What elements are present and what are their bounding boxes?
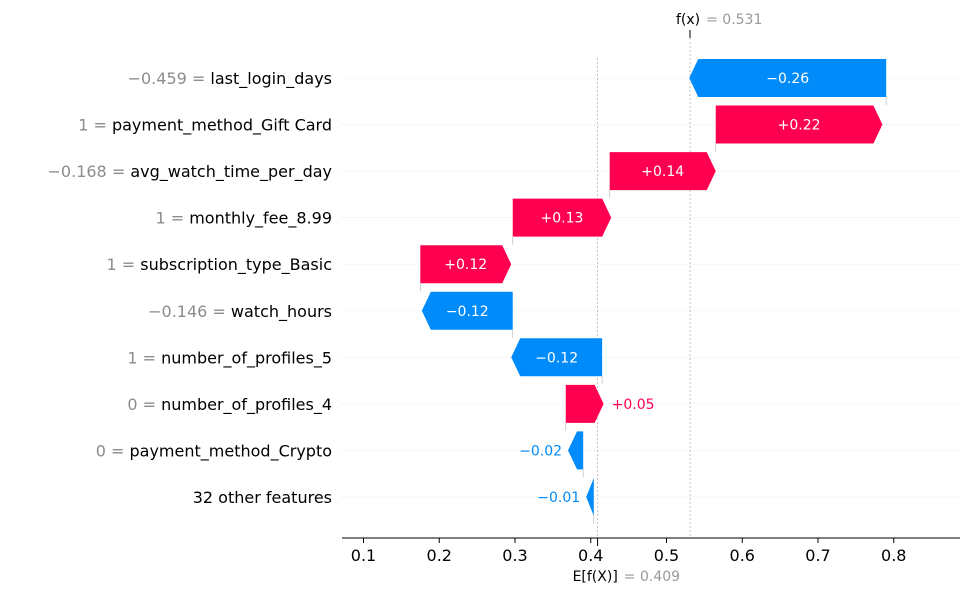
- final-value-name: f(x): [676, 12, 700, 28]
- x-tick-label: 0.4: [578, 546, 603, 565]
- feature-label: −0.459 = last_login_days: [128, 69, 332, 89]
- final-value-label: f(x) = 0.531: [676, 12, 762, 28]
- feature-name: monthly_fee_8.99: [189, 209, 332, 229]
- bar-value-label: +0.05: [612, 397, 655, 413]
- x-axis: 0.1 0.2 0.3 0.4 0.5 0.6 0.7 0.8: [342, 537, 960, 565]
- feature-name: 32 other features: [193, 488, 332, 507]
- bar-value-label: −0.02: [519, 443, 562, 459]
- feature-value: −0.459 =: [128, 69, 211, 88]
- bar-monthly_fee_8.99: [512, 198, 612, 237]
- feature-label: −0.146 = watch_hours: [148, 302, 332, 322]
- bar-number_of_profiles_5: [511, 338, 603, 377]
- feature-value: −0.146 =: [148, 302, 231, 321]
- x-tick-label: 0.5: [654, 546, 679, 565]
- feature-labels: −0.459 = last_login_days 1 = payment_meth…: [48, 69, 332, 507]
- feature-name: number_of_profiles_4: [161, 395, 332, 415]
- feature-label: 1 = subscription_type_Basic: [107, 255, 332, 275]
- bar-value-label: −0.12: [535, 350, 578, 366]
- x-tick-label: 0.1: [351, 546, 376, 565]
- feature-value: 0 =: [127, 395, 161, 414]
- contribution-bars: −0.26 +0.22 +0.14 +0.13 +0.12 −0.12 −0.12 +0.05…: [419, 59, 887, 524]
- feature-name: avg_watch_time_per_day: [130, 162, 332, 182]
- final-value-number: = 0.531: [706, 12, 762, 28]
- x-tick-label: 0.7: [805, 546, 830, 565]
- bar-value-label: −0.01: [537, 490, 580, 506]
- x-tick-label: 0.8: [881, 546, 906, 565]
- bar-value-label: −0.26: [766, 71, 809, 87]
- base-value-name: E[f(X)]: [573, 569, 618, 585]
- feature-label: 0 = number_of_profiles_4: [127, 395, 332, 415]
- bar-value-label: +0.12: [444, 257, 487, 273]
- feature-name: number_of_profiles_5: [161, 348, 332, 368]
- bar-avg_watch_time_per_day: [609, 152, 716, 191]
- feature-name: payment_method_Gift Card: [112, 116, 332, 136]
- bar-value-label: +0.13: [541, 211, 584, 227]
- feature-name: subscription_type_Basic: [140, 255, 332, 275]
- base-value-label: E[f(X)] = 0.409: [573, 569, 680, 585]
- feature-label: 32 other features: [193, 488, 332, 507]
- feature-value: 1 =: [127, 348, 161, 367]
- feature-label: 0 = payment_method_Crypto: [96, 441, 332, 461]
- bar-payment_method_Crypto: [568, 431, 584, 470]
- bar-value-label: +0.14: [641, 164, 684, 180]
- feature-label: 1 = monthly_fee_8.99: [155, 209, 332, 229]
- x-tick-label: 0.6: [730, 546, 755, 565]
- bar-32-other-features: [586, 477, 594, 516]
- feature-label: 1 = number_of_profiles_5: [127, 348, 332, 368]
- base-value-number: = 0.409: [624, 569, 680, 585]
- bar-watch_hours: [421, 291, 513, 330]
- reference-lines: [597, 30, 691, 538]
- bar-value-label: +0.22: [778, 118, 821, 134]
- final-value-annotation: f(x) = 0.531: [676, 12, 762, 28]
- feature-label: 1 = payment_method_Gift Card: [78, 116, 332, 136]
- feature-value: 1 =: [107, 255, 141, 274]
- x-tick-label: 0.3: [502, 546, 527, 565]
- feature-name: payment_method_Crypto: [130, 441, 333, 461]
- x-tick-label: 0.2: [427, 546, 452, 565]
- feature-label: −0.168 = avg_watch_time_per_day: [48, 162, 332, 182]
- feature-value: 0 =: [96, 441, 130, 460]
- bar-value-label: −0.12: [446, 304, 489, 320]
- base-value-annotation: E[f(X)] = 0.409: [573, 569, 680, 585]
- bar-last_login_days: [689, 59, 887, 97]
- feature-name: last_login_days: [210, 69, 332, 89]
- feature-name: watch_hours: [231, 302, 332, 322]
- feature-value: 1 =: [155, 209, 189, 228]
- bar-number_of_profiles_4: [565, 384, 604, 423]
- feature-value: 1 =: [78, 116, 112, 135]
- bar-payment_method_Gift-Card: [715, 105, 883, 144]
- feature-value: −0.168 =: [48, 162, 131, 181]
- bar-subscription_type_Basic: [420, 245, 512, 284]
